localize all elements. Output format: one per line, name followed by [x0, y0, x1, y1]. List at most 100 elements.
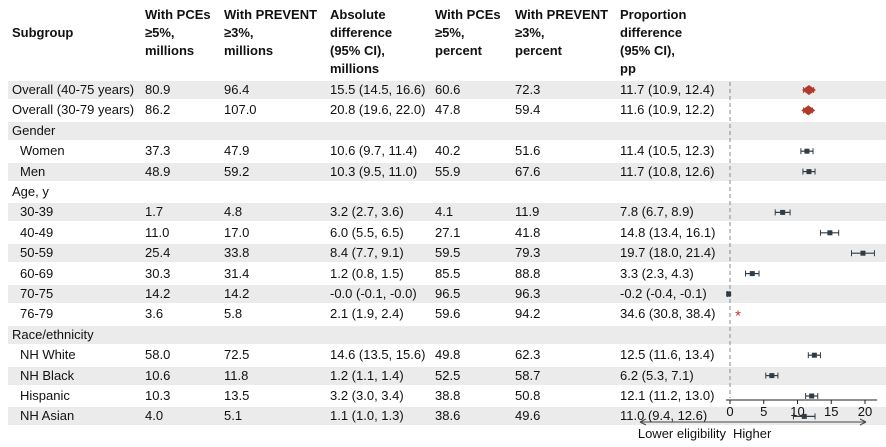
prevent-percent-cell: 50.8 [515, 388, 541, 403]
absolute-difference-cell: 2.1 (1.9, 2.4) [330, 306, 404, 322]
prevent-percent-cell: 96.3 [515, 286, 541, 301]
x-tick-label: 5 [760, 404, 767, 419]
pces-millions-cell: 86.2 [145, 102, 171, 118]
pces-percent-cell: 40.2 [435, 143, 461, 159]
table-row: 60-69 30.3 31.4 1.2 (0.8, 1.5) 85.5 88.8 3.3 (… [0, 264, 730, 284]
header-prevent-millions: With PREVENT ≥3%, millions [224, 7, 318, 58]
prevent-percent-cell: 79.3 [515, 245, 541, 261]
row-band [8, 407, 886, 426]
absolute-difference-cell: 10.6 (9.7, 11.4) [330, 143, 418, 159]
proportion-difference-cell: 11.7 (10.8, 12.6) [620, 163, 715, 179]
pces-millions-cell: 4.0 [145, 408, 164, 424]
prevent-millions-cell: 59.2 [224, 163, 250, 179]
prevent-percent-cell: 49.6 [515, 408, 541, 424]
prevent-percent-cell: 11.9 [515, 204, 540, 220]
table-row: Overall (40-75 years) 80.9 96.4 15.5 (14.5,… [0, 80, 730, 100]
estimate-point [804, 148, 810, 154]
prevent-millions-cell: 17.0 [224, 224, 250, 240]
subgroup-cell: 40-49 [20, 224, 54, 240]
prevent-percent-cell: 59.4 [515, 102, 541, 118]
pces-percent-cell: 85.5 [435, 265, 461, 281]
subgroup-cell: Age, y [12, 184, 49, 199]
proportion-difference-cell: 12.5 (11.6, 13.4) [620, 347, 715, 363]
prevent-millions-cell: 14.2 [224, 286, 250, 301]
pces-percent-cell: 4.1 [435, 204, 454, 220]
prevent-percent-cell: 67.6 [515, 163, 541, 179]
pces-millions-cell: 25.4 [145, 245, 171, 261]
pces-millions-cell: 37.3 [145, 143, 171, 159]
subgroup-cell: Men [20, 163, 46, 179]
table-row: 70-75 14.2 14.2 -0.0 (-0.1, -0.0) 96.5 96.3 -0… [0, 284, 730, 304]
estimate-point [806, 169, 812, 175]
estimate-point [809, 393, 815, 399]
left-arrow-head [639, 418, 647, 426]
out-of-range-marker: * [735, 307, 741, 324]
subgroup-cell: 70-75 [20, 286, 54, 301]
pces-millions-cell: 48.9 [145, 163, 171, 179]
proportion-difference-cell: 11.4 (10.5, 12.3) [620, 143, 715, 159]
absolute-difference-cell: 15.5 (14.5, 16.6) [330, 82, 426, 97]
table-row: Women 37.3 47.9 10.6 (9.7, 11.4) 40.2 51.6 11.… [0, 141, 730, 161]
header-pces-millions: With PCEs ≥5%, millions [145, 7, 211, 58]
table-row: Gender [0, 121, 730, 141]
prevent-percent-cell: 51.6 [515, 143, 541, 159]
subgroup-cell: Hispanic [20, 388, 70, 403]
absolute-difference-cell: 20.8 (19.6, 22.0) [330, 102, 426, 118]
proportion-difference-cell: -0.2 (-0.4, -0.1) [620, 286, 707, 301]
row-band [8, 244, 886, 263]
table-row: NH Black 10.6 11.8 1.2 (1.1, 1.4) 52.5 58.7 6.… [0, 366, 730, 386]
subgroup-cell: 50-59 [20, 245, 54, 261]
prevent-percent-cell: 94.2 [515, 306, 541, 322]
prevent-percent-cell: 62.3 [515, 347, 541, 363]
header-pces-percent: With PCEs ≥5%, percent [435, 7, 501, 58]
prevent-millions-cell: 96.4 [224, 82, 250, 97]
prevent-millions-cell: 5.8 [224, 306, 243, 322]
x-tick-label: 0 [726, 404, 733, 419]
prevent-millions-cell: 5.1 [224, 408, 243, 424]
row-band [8, 285, 886, 303]
subgroup-cell: NH White [20, 347, 76, 363]
overall-estimate-diamond [801, 105, 816, 116]
absolute-difference-cell: 1.1 (1.0, 1.3) [330, 408, 404, 424]
prevent-millions-cell: 31.4 [224, 265, 250, 281]
pces-millions-cell: 80.9 [145, 82, 171, 97]
pces-percent-cell: 59.6 [435, 306, 461, 322]
pces-percent-cell: 38.6 [435, 408, 461, 424]
absolute-difference-cell: 8.4 (7.7, 9.1) [330, 245, 404, 261]
absolute-difference-cell: -0.0 (-0.1, -0.0) [330, 286, 417, 301]
prevent-millions-cell: 72.5 [224, 347, 250, 363]
estimate-point [769, 373, 775, 379]
header-absolute-difference: Absolute difference (95% CI), millions [330, 7, 393, 76]
estimate-point [726, 291, 732, 297]
row-band [8, 325, 886, 344]
prevent-millions-cell: 11.8 [224, 367, 249, 383]
subgroup-cell: NH Asian [20, 408, 75, 424]
pces-percent-cell: 47.8 [435, 102, 461, 118]
table-row: 30-39 1.7 4.8 3.2 (2.7, 3.6) 4.1 11.9 7.8 (6.7… [0, 202, 730, 222]
table-row: 76-79 3.6 5.8 2.1 (1.9, 2.4) 59.6 94.2 34.6 (3… [0, 304, 730, 324]
pces-millions-cell: 10.3 [145, 388, 171, 403]
estimate-point [780, 209, 786, 215]
pces-percent-cell: 49.8 [435, 347, 461, 363]
row-band [8, 366, 886, 385]
absolute-difference-cell: 3.2 (2.7, 3.6) [330, 204, 404, 220]
subgroup-cell: 76-79 [20, 306, 54, 322]
prevent-millions-cell: 107.0 [224, 102, 257, 118]
table-row: 40-49 11.0 17.0 6.0 (5.5, 6.5) 27.1 41.8 14.8 … [0, 223, 730, 243]
pces-percent-cell: 52.5 [435, 367, 461, 383]
proportion-difference-cell: 11.0 (9.4, 12.6) [620, 408, 708, 424]
absolute-difference-cell: 1.2 (1.1, 1.4) [330, 367, 404, 383]
absolute-difference-cell: 14.6 (13.5, 15.6) [330, 347, 426, 363]
table-row: NH Asian 4.0 5.1 1.1 (1.0, 1.3) 38.6 49.6 11.0… [0, 406, 730, 426]
proportion-difference-cell: 11.6 (10.9, 12.2) [620, 102, 715, 118]
absolute-difference-cell: 6.0 (5.5, 6.5) [330, 224, 404, 240]
header-subgroup: Subgroup [12, 25, 74, 40]
prevent-percent-cell: 88.8 [515, 265, 541, 281]
subgroup-cell: Gender [12, 122, 56, 138]
estimate-point [749, 271, 755, 277]
pces-millions-cell: 11.0 [145, 224, 170, 240]
prevent-millions-cell: 33.8 [224, 245, 250, 261]
estimate-point [860, 250, 866, 256]
pces-percent-cell: 55.9 [435, 163, 461, 179]
absolute-difference-cell: 3.2 (3.0, 3.4) [330, 388, 404, 403]
